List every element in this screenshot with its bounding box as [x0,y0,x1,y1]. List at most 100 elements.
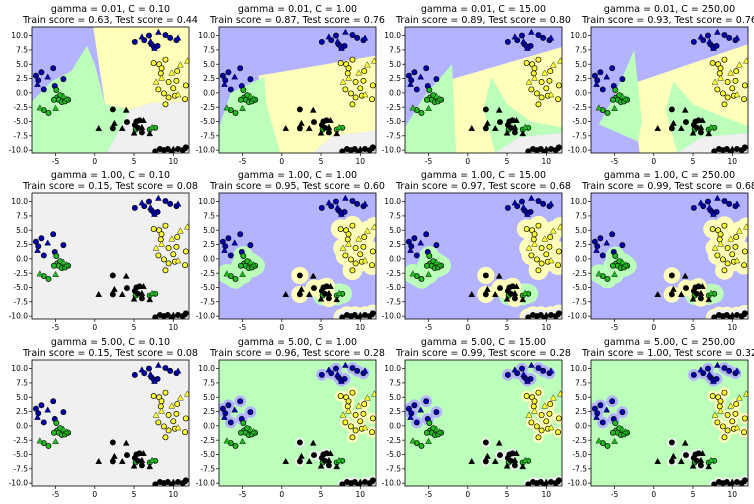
data-point-blue [146,365,152,372]
data-point-black [109,439,116,446]
y-tick-label: 7.5 [16,46,28,55]
data-point-yellow [347,256,354,263]
y-tick-label: -7.5 [13,464,28,473]
data-point-yellow [337,60,344,67]
data-point-black_tri [484,119,491,126]
data-point-green [426,253,433,259]
data-point-yellow [741,429,748,436]
panel-subtitle: Train score = 0.63, Test score = 0.44 [22,15,198,26]
data-point-green_tri [707,456,715,463]
x-tick-label: -5 [239,490,247,499]
data-point-yellow [555,262,562,269]
y-tick-label: 2.5 [389,240,401,249]
data-point-black_tri [118,124,126,131]
data-point-yellow [360,77,367,84]
data-point-green_tri [433,258,440,265]
data-point-blue [219,405,226,412]
region-gray [677,133,748,153]
data-point-yellow_tri [550,61,557,68]
data-point-blue_tri [334,37,341,44]
data-point-green [418,275,425,282]
data-point-green [45,109,52,116]
data-point-yellow_tri [547,424,555,431]
y-tick-label: -5.0 [13,283,28,292]
data-point-yellow [538,427,545,434]
data-point-blue [690,204,697,211]
data-point-yellow [357,251,364,258]
data-point-blue [540,200,547,207]
data-point-blue_tri [524,44,531,51]
data-point-black_tri [146,463,154,470]
y-tick-label: -7.5 [572,297,587,306]
data-point-yellow_tri [547,257,555,264]
data-point-yellow [538,245,545,251]
data-point-blue [237,398,244,405]
data-point-green [232,275,239,282]
data-point-blue [726,367,733,374]
data-point-black_tri [705,296,713,303]
data-point-yellow [349,101,356,108]
x-tick-label: 5 [691,323,696,332]
data-point-yellow_tri [339,411,347,418]
data-point-yellow [717,231,724,238]
data-point-green_tri [595,270,603,277]
data-point-black [511,295,518,302]
y-tick-label: 0.0 [575,421,587,430]
data-point-green_tri [595,437,603,444]
data-point-blue_tri [155,194,162,201]
panel-title: gamma = 5.00, C = 0.10 [51,337,170,348]
data-point-green [604,109,611,116]
data-point-blue [247,242,254,249]
axes-frame [590,192,749,320]
y-tick-label: -5.0 [13,450,28,459]
data-point-blue [162,198,169,204]
data-point-black_tri [699,282,706,289]
data-point-yellow [547,234,554,241]
panel-title: gamma = 0.01, C = 1.00 [238,4,357,15]
data-point-black_tri [511,123,519,130]
data-point-green_tri [36,104,44,111]
data-point-green_tri [619,425,626,432]
data-point-black_tri [317,129,325,136]
data-point-black [109,458,116,465]
data-point-yellow [538,94,545,101]
data-point-black_tri [503,462,511,469]
y-tick-label: 2.5 [575,74,587,83]
data-point-blue_tri [138,199,146,206]
x-tick-label: -5 [239,323,247,332]
panel-title: gamma = 1.00, C = 15.00 [421,170,546,181]
data-point-yellow_tri [168,69,176,76]
data-point-yellow [714,252,721,259]
data-point-black_tri [309,106,317,113]
y-tick-label: -7.5 [13,131,28,140]
panel-subtitle: Train score = 0.95, Test score = 0.60 [209,181,385,192]
data-point-blue [726,200,733,207]
data-point-blue_tri [325,33,333,40]
data-point-yellow [162,389,169,396]
data-point-blue [599,86,606,93]
data-point-black_tri [169,145,177,152]
data-point-yellow [538,260,545,267]
data-point-blue [222,410,229,417]
data-point-yellow [155,419,162,426]
data-point-blue [225,69,232,76]
data-point-blue [219,72,226,79]
data-point-blue [591,72,598,79]
data-point-black_tri [309,439,317,446]
data-point-blue [219,238,226,245]
data-point-blue_tri [334,203,341,210]
data-point-blue [423,231,430,238]
panel-subtitle: Train score = 0.99, Test score = 0.28 [395,348,571,359]
data-point-yellow [170,85,177,92]
data-point-black_tri [654,290,662,297]
region-yellow [93,27,189,110]
y-tick-label: -5.0 [200,117,215,126]
data-point-yellow [170,418,177,425]
y-tick-label: 7.5 [389,379,401,388]
data-point-green [51,96,57,103]
data-point-black [325,129,332,136]
data-point-yellow [160,90,167,97]
data-point-black [311,285,317,292]
x-tick-label: -5 [611,157,619,166]
x-tick-label: -5 [52,323,60,332]
